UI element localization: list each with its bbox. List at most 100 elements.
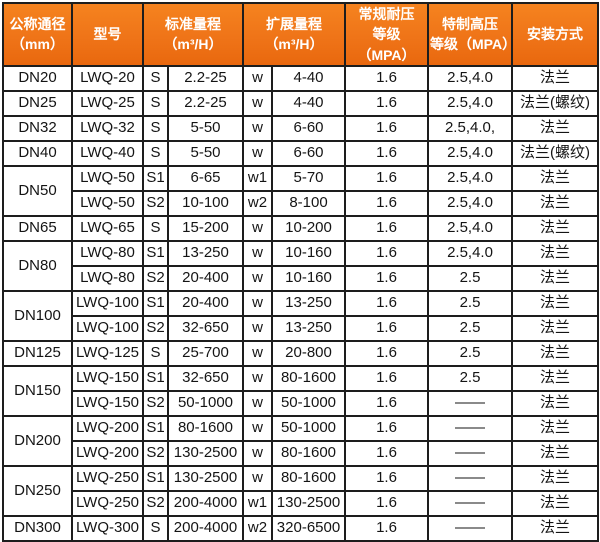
cell-extended-code: w — [242, 214, 273, 242]
header-normal-pressure-rating: 常规耐压 等级（MPA） — [344, 2, 429, 67]
table-row: DN300 LWQ-300 S 200-4000 w2 320-6500 1.6… — [2, 514, 599, 542]
cell-extended-range: 50-1000 — [271, 414, 346, 442]
cell-standard-code: S — [142, 339, 169, 367]
cell-install-method: 法兰 — [511, 264, 599, 292]
cell-nominal-diameter: DN250 — [2, 464, 73, 517]
cell-standard-code: S — [142, 139, 169, 167]
cell-standard-code: S — [142, 514, 169, 542]
cell-nominal-diameter: DN25 — [2, 89, 73, 117]
table-row: DN40 LWQ-40 S 5-50 w 6-60 1.6 2.5,4.0 法兰… — [2, 139, 599, 167]
cell-extended-code: w1 — [242, 164, 273, 192]
cell-standard-range: 2.2-25 — [167, 89, 244, 117]
cell-extended-code: w — [242, 114, 273, 142]
cell-special-pressure: 2.5,4.0 — [427, 164, 513, 192]
cell-standard-range: 80-1600 — [167, 414, 244, 442]
cell-model: LWQ-200 — [71, 414, 144, 442]
cell-extended-code: w — [242, 464, 273, 492]
cell-nominal-diameter: DN40 — [2, 139, 73, 167]
cell-standard-code: S2 — [142, 189, 169, 217]
cell-standard-range: 130-2500 — [167, 464, 244, 492]
cell-special-pressure: 2.5 — [427, 289, 513, 317]
cell-nominal-diameter: DN65 — [2, 214, 73, 242]
cell-nominal-diameter: DN300 — [2, 514, 73, 542]
header-row: 公称通径 （mm） 型号 标准量程 （m³/H） 扩展量程 （m³/H） 常规耐… — [2, 2, 599, 67]
cell-extended-range: 13-250 — [271, 314, 346, 342]
table-row: LWQ-150 S2 50-1000 w 50-1000 1.6 —— 法兰 — [3, 389, 599, 417]
cell-extended-range: 4-40 — [271, 64, 346, 92]
cell-install-method: 法兰 — [511, 464, 599, 492]
cell-extended-range: 10-160 — [271, 264, 346, 292]
table-row: DN50 LWQ-50 S1 6-65 w1 5-70 1.6 2.5,4.0 … — [2, 164, 599, 217]
cell-extended-code: w — [242, 239, 273, 267]
cell-standard-code: S1 — [142, 414, 169, 442]
cell-model: LWQ-80 — [71, 239, 144, 267]
cell-model: LWQ-50 — [71, 189, 144, 217]
cell-normal-pressure: 1.6 — [344, 139, 429, 167]
cell-special-pressure: 2.5,4.0 — [427, 64, 513, 92]
cell-nominal-diameter: DN50 — [2, 164, 73, 217]
cell-install-method: 法兰 — [511, 214, 599, 242]
cell-standard-range: 15-200 — [167, 214, 244, 242]
header-special-pressure-rating: 特制高压 等级（MPA） — [427, 2, 513, 67]
cell-standard-range: 2.2-25 — [167, 64, 244, 92]
table-row: DN250 LWQ-250 S1 130-2500 w 80-1600 1.6 … — [2, 464, 599, 517]
table-row: LWQ-50 S2 10-100 w2 8-100 1.6 2.5,4.0 法兰 — [3, 189, 599, 217]
cell-standard-code: S2 — [142, 314, 169, 342]
cell-model: LWQ-150 — [71, 364, 144, 392]
cell-standard-code: S — [142, 64, 169, 92]
cell-install-method: 法兰 — [511, 489, 599, 517]
cell-normal-pressure: 1.6 — [344, 489, 429, 517]
cell-normal-pressure: 1.6 — [344, 439, 429, 467]
cell-standard-range: 25-700 — [167, 339, 244, 367]
cell-standard-range: 32-650 — [167, 314, 244, 342]
cell-extended-code: w — [242, 314, 273, 342]
header-install-method: 安装方式 — [511, 2, 599, 67]
cell-standard-code: S1 — [142, 239, 169, 267]
cell-install-method: 法兰 — [511, 239, 599, 267]
cell-model: LWQ-25 — [71, 89, 144, 117]
cell-install-method: 法兰 — [511, 439, 599, 467]
cell-extended-range: 6-60 — [271, 139, 346, 167]
cell-model: LWQ-125 — [71, 339, 144, 367]
cell-extended-range: 20-800 — [271, 339, 346, 367]
cell-install-method: 法兰 — [511, 164, 599, 192]
cell-standard-code: S1 — [142, 164, 169, 192]
cell-normal-pressure: 1.6 — [344, 189, 429, 217]
table-row: DN32 LWQ-32 S 5-50 w 6-60 1.6 2.5,4.0, 法… — [2, 114, 599, 142]
cell-special-pressure: —— — [427, 489, 513, 517]
cell-install-method: 法兰 — [511, 189, 599, 217]
cell-extended-code: w — [242, 414, 273, 442]
cell-special-pressure: 2.5 — [427, 264, 513, 292]
cell-standard-range: 10-100 — [167, 189, 244, 217]
cell-extended-range: 4-40 — [271, 89, 346, 117]
cell-standard-range: 130-2500 — [167, 439, 244, 467]
cell-normal-pressure: 1.6 — [344, 214, 429, 242]
cell-nominal-diameter: DN125 — [2, 339, 73, 367]
cell-install-method: 法兰(螺纹) — [511, 89, 599, 117]
cell-extended-range: 320-6500 — [271, 514, 346, 542]
cell-extended-range: 80-1600 — [271, 439, 346, 467]
cell-special-pressure: 2.5,4.0 — [427, 139, 513, 167]
table-row: DN125 LWQ-125 S 25-700 w 20-800 1.6 2.5 … — [2, 339, 599, 367]
cell-standard-range: 20-400 — [167, 264, 244, 292]
cell-normal-pressure: 1.6 — [344, 289, 429, 317]
cell-nominal-diameter: DN80 — [2, 239, 73, 292]
cell-model: LWQ-150 — [71, 389, 144, 417]
cell-model: LWQ-300 — [71, 514, 144, 542]
cell-extended-code: w — [242, 389, 273, 417]
table-row: DN20 LWQ-20 S 2.2-25 w 4-40 1.6 2.5,4.0 … — [2, 64, 599, 92]
table-row: DN150 LWQ-150 S1 32-650 w 80-1600 1.6 2.… — [2, 364, 599, 417]
cell-standard-code: S1 — [142, 364, 169, 392]
cell-standard-range: 6-65 — [167, 164, 244, 192]
cell-special-pressure: 2.5,4.0 — [427, 239, 513, 267]
table-header: 公称通径 （mm） 型号 标准量程 （m³/H） 扩展量程 （m³/H） 常规耐… — [2, 2, 599, 67]
cell-standard-code: S2 — [142, 389, 169, 417]
cell-extended-code: w — [242, 264, 273, 292]
cell-special-pressure: 2.5 — [427, 314, 513, 342]
cell-standard-code: S1 — [142, 464, 169, 492]
cell-standard-code: S2 — [142, 489, 169, 517]
table-row: LWQ-100 S2 32-650 w 13-250 1.6 2.5 法兰 — [3, 314, 599, 342]
cell-model: LWQ-32 — [71, 114, 144, 142]
cell-standard-range: 5-50 — [167, 114, 244, 142]
table-row: DN200 LWQ-200 S1 80-1600 w 50-1000 1.6 —… — [2, 414, 599, 467]
